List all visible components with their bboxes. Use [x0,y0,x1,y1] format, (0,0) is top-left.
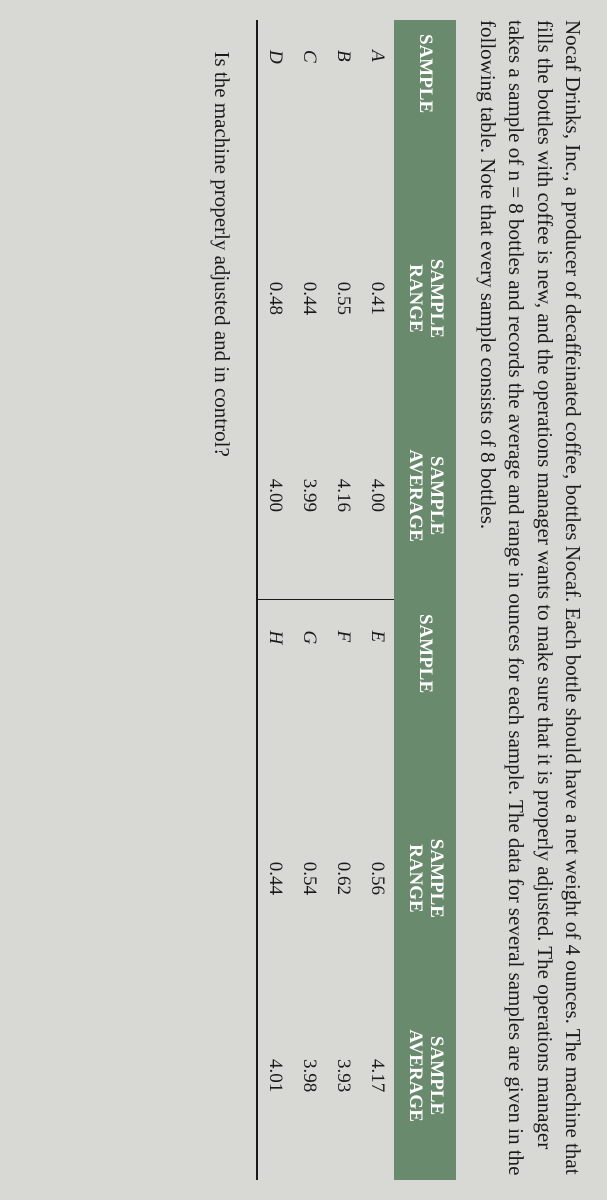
col-avg-left: SAMPLE AVERAGE [394,391,456,600]
table-row: C 0.44 3.99 G 0.54 3.98 [292,20,326,1180]
samples-table: SAMPLE SAMPLE RANGE SAMPLE AVERAGE SAMPL… [256,20,456,1180]
col-sample-right: SAMPLE [394,600,456,786]
col-avg-right: SAMPLE AVERAGE [394,971,456,1180]
col-range-left: SAMPLE RANGE [394,206,456,392]
table-row: D 0.48 4.00 H 0.44 4.01 [257,20,292,1180]
col-sample-left: SAMPLE [394,20,456,206]
problem-paragraph: Nocaf Drinks, Inc., a producer of decaff… [474,20,587,1180]
table-row: A 0.41 4.00 E 0.56 4.17 [360,20,394,1180]
col-range-right: SAMPLE RANGE [394,786,456,972]
question-text: Is the machine properly adjusted and in … [209,20,234,1180]
table-row: B 0.55 4.16 F 0.62 3.93 [326,20,360,1180]
table-header-row: SAMPLE SAMPLE RANGE SAMPLE AVERAGE SAMPL… [394,20,456,1180]
